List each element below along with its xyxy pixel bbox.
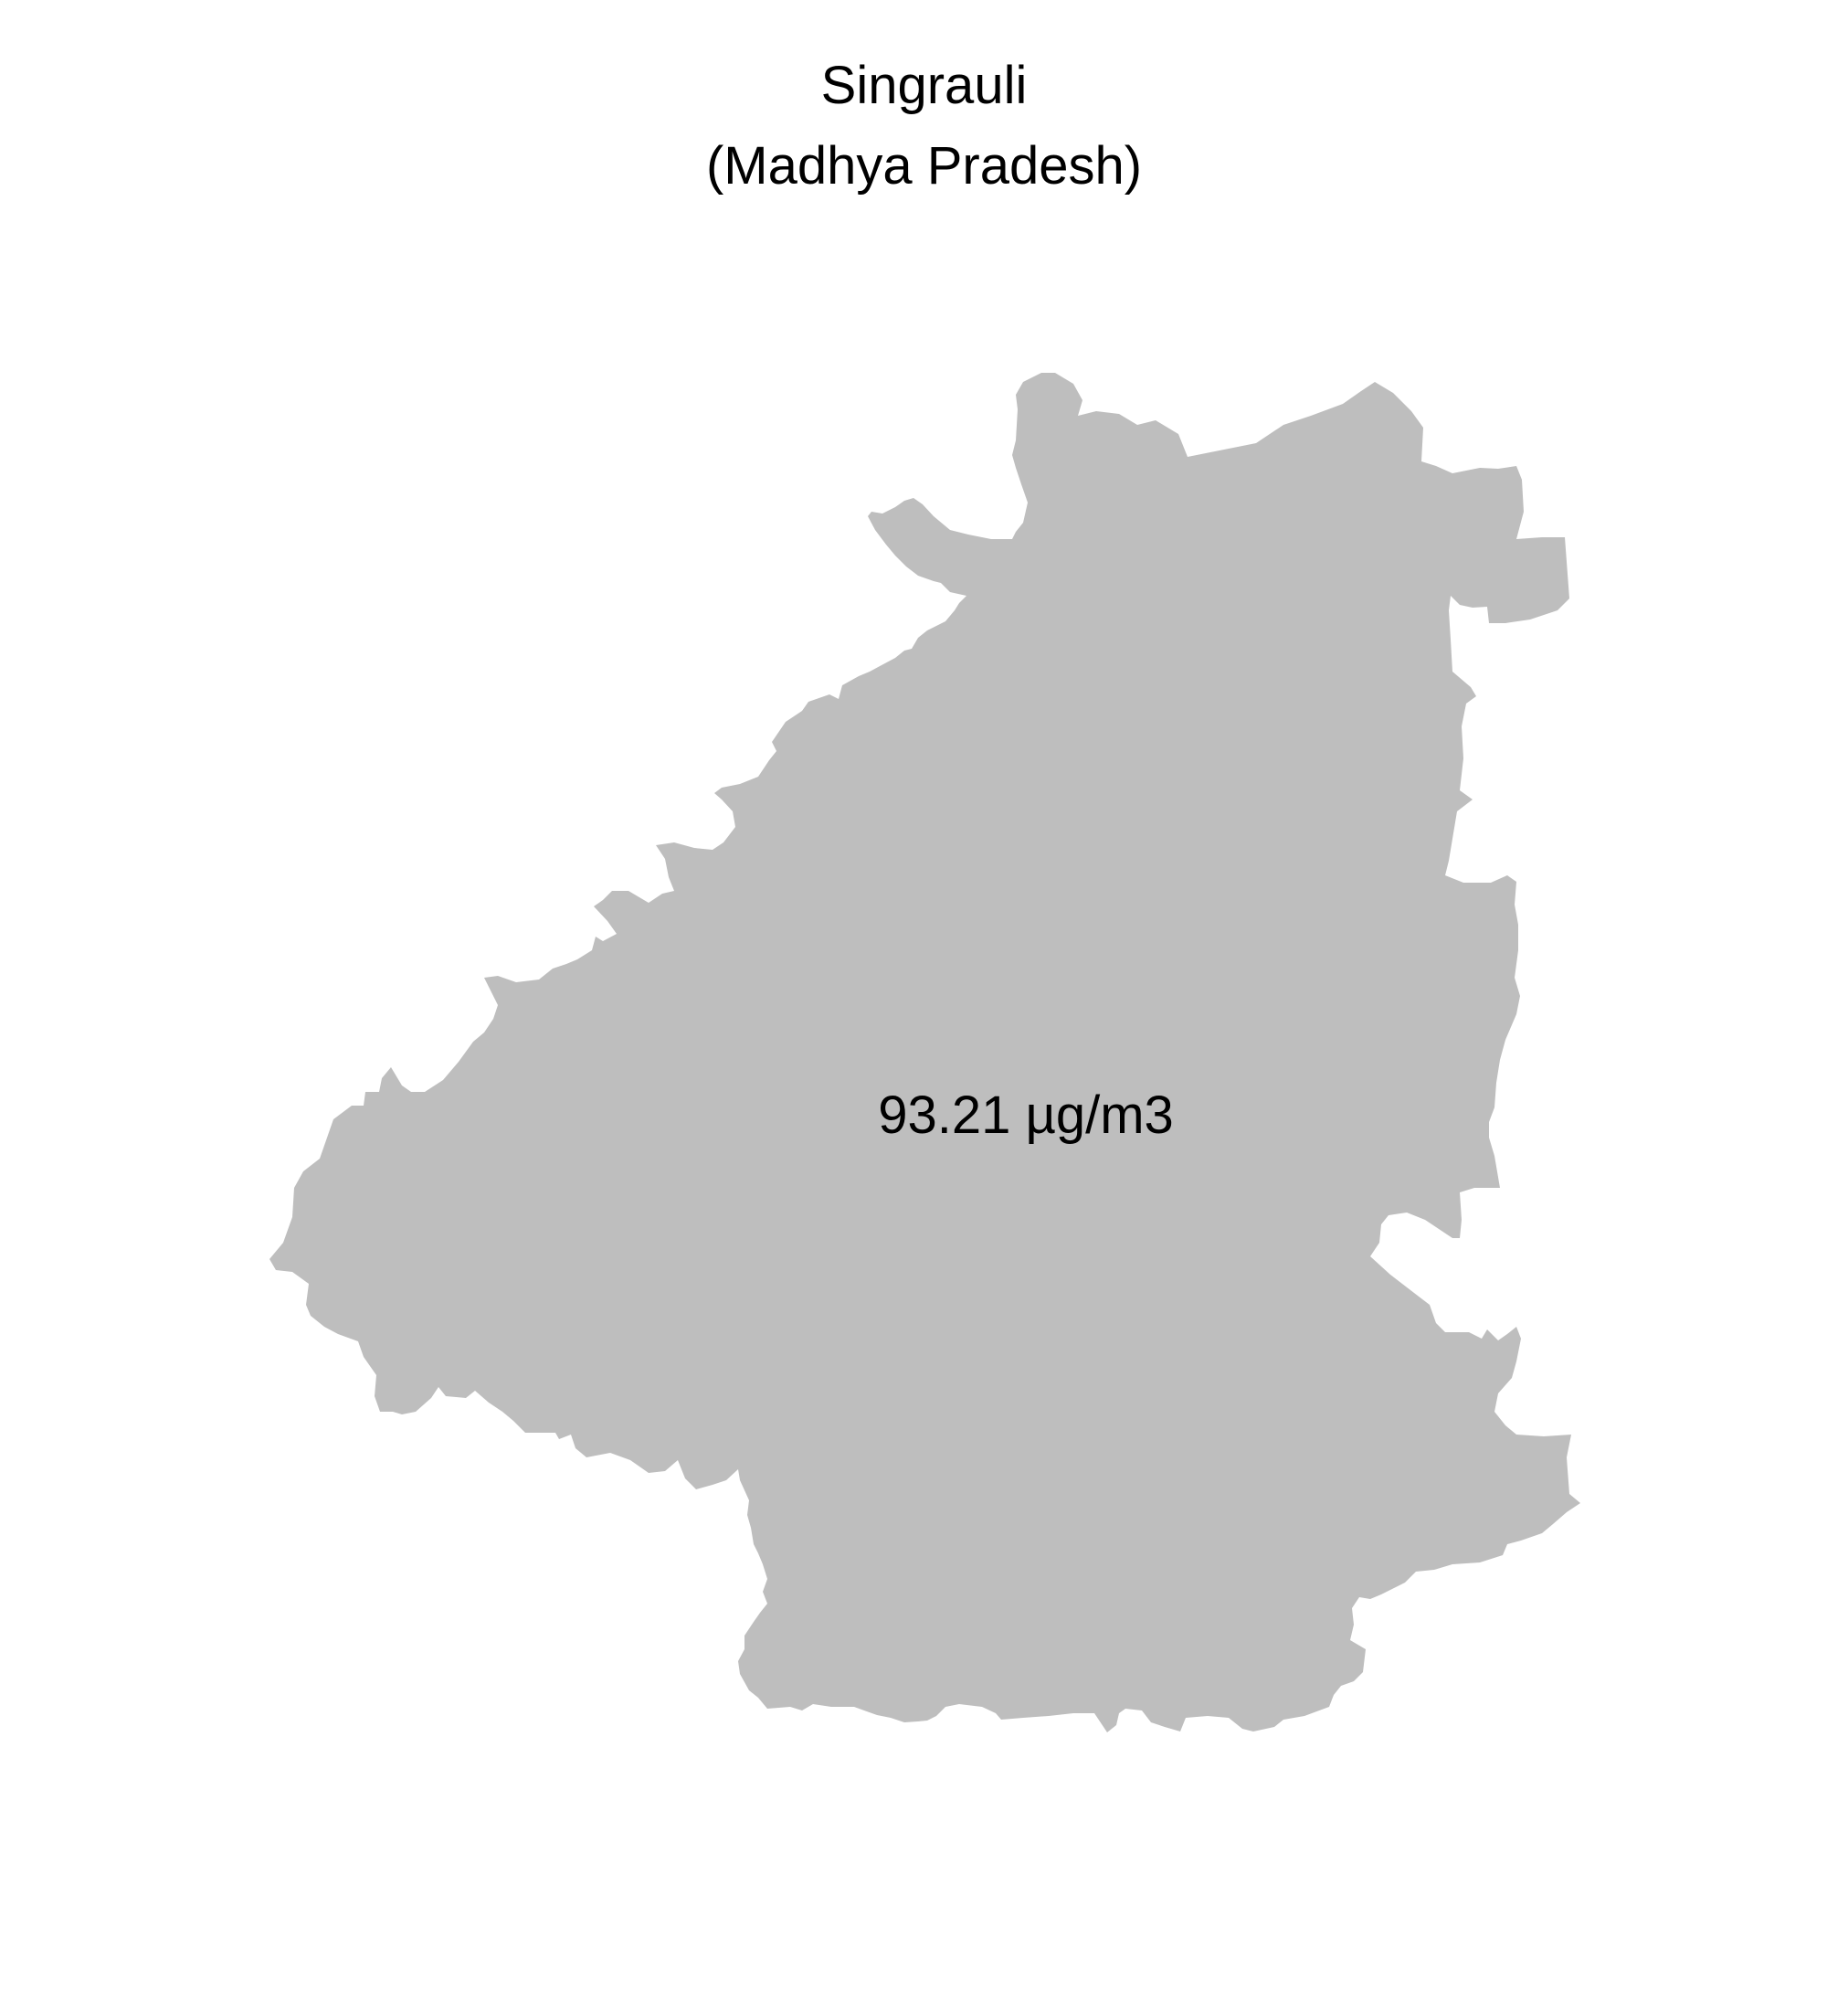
map-title: Singrauli (Madhya Pradesh): [0, 46, 1848, 207]
pm-concentration-label: 93.21 µg/m3: [878, 1086, 1174, 1145]
district-boundary: [269, 373, 1580, 1732]
district-name: Singrauli: [820, 56, 1028, 115]
state-name: (Madhya Pradesh): [705, 136, 1143, 196]
